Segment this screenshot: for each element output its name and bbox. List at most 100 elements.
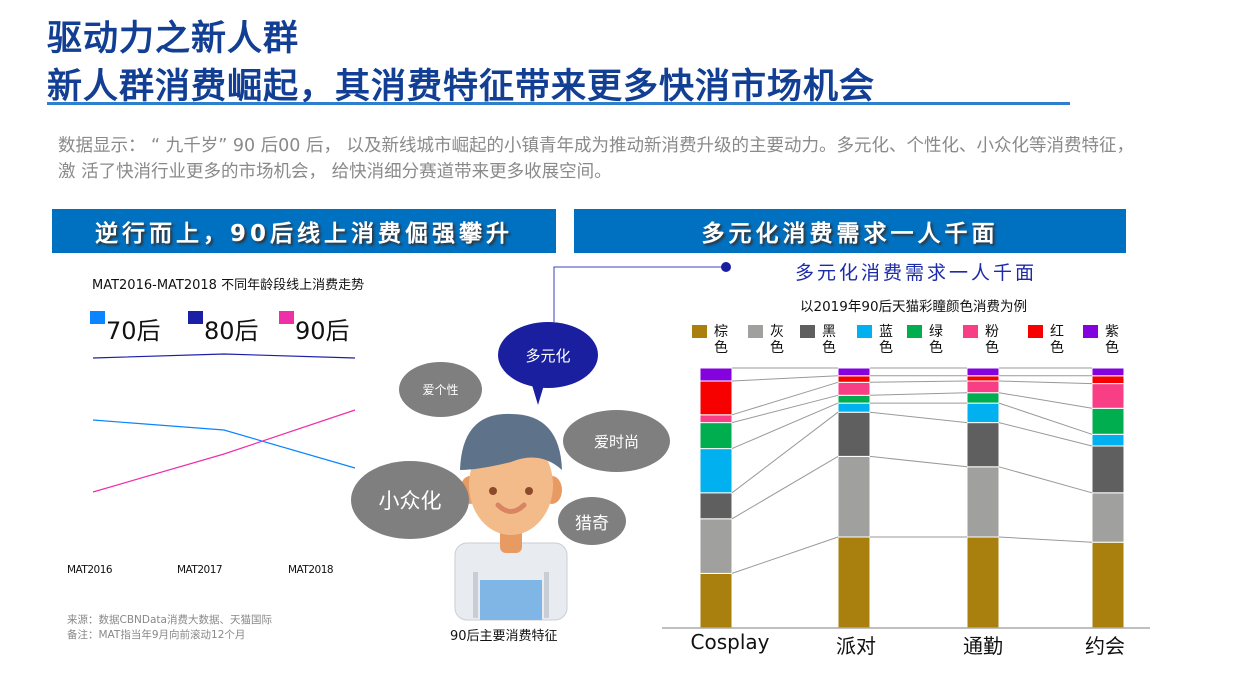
series-connector [869,455,968,468]
legend-swatch [188,311,203,324]
bar-segment-粉色 [1091,383,1125,409]
bar-segment-蓝色 [699,448,733,494]
legend-item-80: 80后 [188,311,259,346]
series-connector [998,536,1093,543]
bar-segment-红色 [837,375,871,383]
legend-item: 紫色 [1083,324,1120,356]
legend-item: 红色 [1028,324,1065,356]
legend-label: 紫色 [1105,324,1119,356]
series-connector [731,536,839,574]
bubble-individuality: 爱个性 [399,362,482,417]
category-label: Cosplay [690,630,770,654]
bar-segment-灰色 [1091,492,1125,543]
bar-segment-灰色 [837,455,871,538]
bar-segment-黑色 [837,411,871,457]
right-subtitle: 多元化消费需求一人千面 [795,262,1038,284]
legend-label: 80后 [204,317,259,345]
legend-label: 90后 [295,317,350,345]
legend-item: 蓝色 [857,324,894,356]
legend-label: 蓝色 [879,324,893,356]
page-title: 驱动力之新人群 [47,19,300,59]
legend-item: 粉色 [963,324,1000,356]
bar-segment-灰色 [966,466,1000,538]
series-connector [731,381,839,416]
bar-segment-黑色 [699,492,733,520]
bubble-fashion: 爱时尚 [563,410,670,472]
connector-line [553,266,726,322]
series-connector [731,402,839,450]
legend-item-90: 90后 [279,311,350,346]
bar-segment-棕色 [1091,541,1125,629]
legend-item-70: 70后 [90,311,161,346]
legend-label: 70后 [106,317,161,345]
line-chart-title: MAT2016-MAT2018 不同年龄段线上消费走势 [92,278,365,293]
legend-item: 黑色 [800,324,837,356]
series-connector [731,455,839,520]
connector-dot [721,262,731,272]
title-divider [47,102,1070,105]
legend-label: 灰色 [770,324,784,356]
bar-segment-粉色 [699,414,733,424]
series-connector [998,392,1093,409]
series-connector [869,392,968,396]
source-note: 来源：数据CBNData消费大数据、天猫国际 [67,614,272,626]
series-connector [998,380,1093,385]
legend-swatch [857,325,872,338]
bubble-novelty: 猎奇 [558,497,626,545]
series-connector [731,394,839,424]
legend-swatch [907,325,922,338]
bar-segment-紫色 [837,367,871,377]
legend-swatch [1083,325,1098,338]
legend-label: 棕色 [714,324,728,356]
series-connector [869,380,968,383]
line-series-70后 [92,419,356,469]
bar-segment-蓝色 [1091,433,1125,447]
bar-segment-绿色 [1091,407,1125,435]
legend-swatch [748,325,763,338]
bubble-diversified: 多元化 [498,322,598,388]
x-tick-label: MAT2017 [177,564,223,576]
bar-segment-灰色 [699,518,733,574]
bar-segment-棕色 [699,572,733,629]
bar-segment-紫色 [1091,367,1125,377]
intro-paragraph: 数据显示： “ 九千岁” 90 后00 后， 以及新线城市崛起的小镇青年成为推动… [58,136,1135,182]
left-section-banner: 逆行而上，90后线上消费倔强攀升 [52,209,556,253]
bar-segment-红色 [966,375,1000,382]
category-label: 派对 [836,634,876,658]
series-connector [998,422,1093,447]
page-subtitle: 新人群消费崛起，其消费特征带来更多快消市场机会 [47,67,876,107]
series-connector [731,375,839,382]
bar-segment-绿色 [837,394,871,404]
series-connector [731,411,839,494]
bar-segment-黑色 [966,422,1000,468]
series-connector [869,411,968,424]
bar-segment-绿色 [699,422,733,450]
series-connector [998,466,1093,494]
remark-note: 备注：MAT指当年9月向前滚动12个月 [67,629,246,641]
legend-swatch [90,311,105,324]
legend-swatch [692,325,707,338]
right-section-banner: 多元化消费需求一人千面 [574,209,1126,253]
legend-item: 棕色 [692,324,729,356]
bar-segment-棕色 [966,536,1000,629]
line-series-90后 [92,409,356,493]
person-illustration [454,413,568,621]
bar-segment-红色 [699,380,733,416]
bar-segment-粉色 [837,381,871,396]
bar-chart-title: 以2019年90后天猫彩瞳颜色消费为例 [800,299,1028,315]
illustration-caption: 90后主要消费特征 [450,629,558,644]
legend-swatch [279,311,294,324]
legend-label: 红色 [1050,324,1064,356]
legend-swatch [963,325,978,338]
bar-segment-绿色 [966,392,1000,404]
x-tick-label: MAT2018 [288,564,334,576]
category-label: 约会 [1085,634,1125,658]
x-tick-label: MAT2016 [67,564,113,576]
bar-segment-棕色 [837,536,871,629]
line-series-80后 [92,353,356,359]
legend-swatch [1028,325,1043,338]
bar-segment-红色 [1091,375,1125,385]
legend-label: 黑色 [822,324,836,356]
bubble-tail [532,385,544,405]
